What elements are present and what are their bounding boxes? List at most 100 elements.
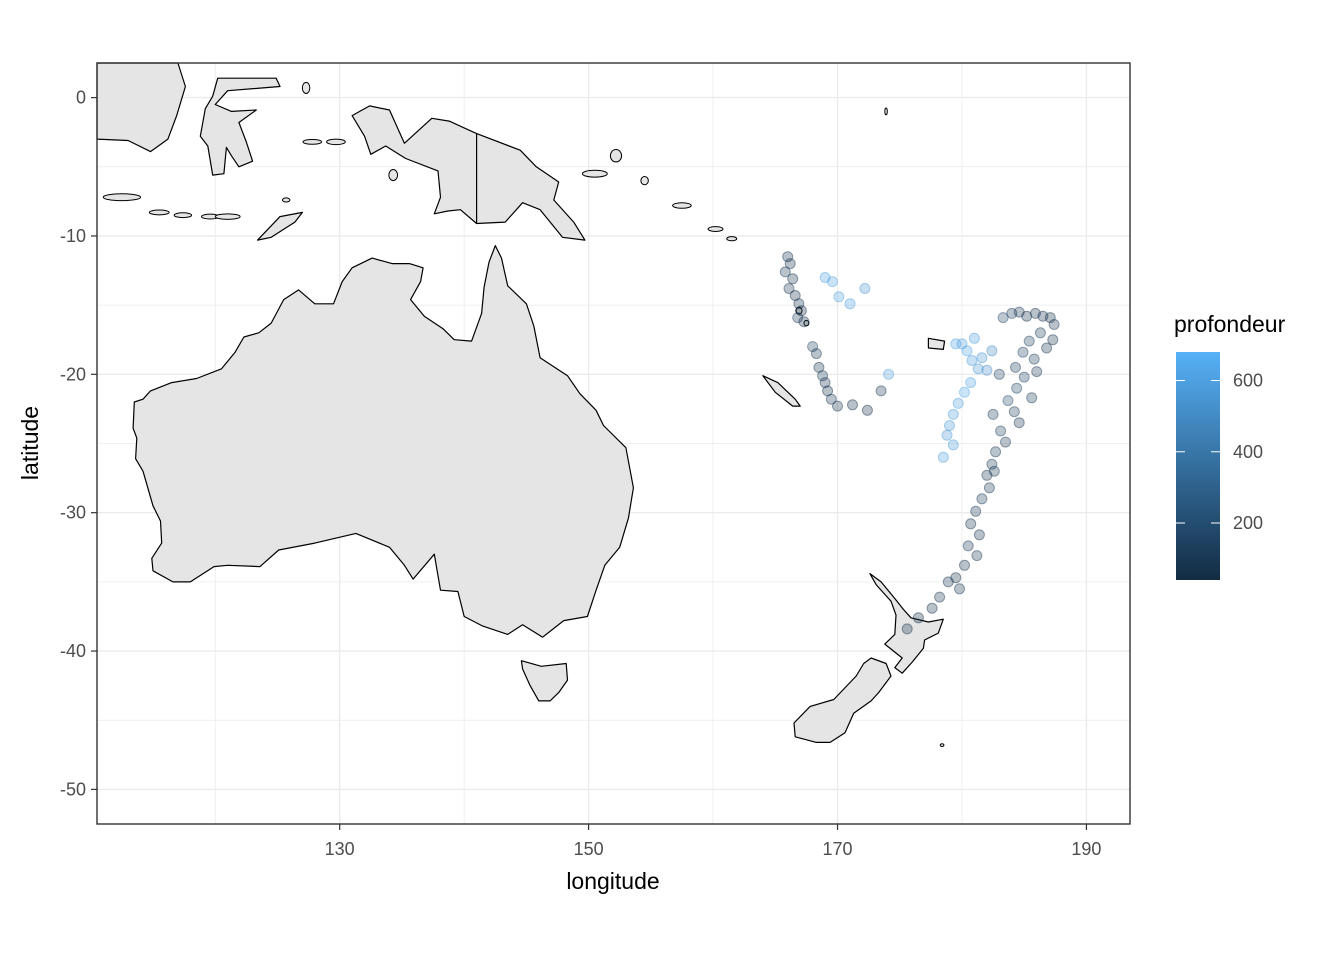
- data-point: [883, 368, 895, 380]
- data-point: [807, 341, 819, 353]
- data-point: [782, 251, 794, 263]
- data-point: [1017, 346, 1029, 358]
- data-point: [1013, 306, 1025, 318]
- data-point: [792, 312, 804, 324]
- data-point: [965, 518, 977, 530]
- earthquake-points: [779, 251, 1060, 635]
- new-zealand-north-island: [869, 572, 944, 674]
- data-point: [832, 400, 843, 412]
- y-tick-label: -20: [60, 364, 86, 384]
- island: [388, 169, 399, 182]
- island: [795, 306, 803, 315]
- island: [640, 175, 649, 186]
- data-point: [941, 429, 953, 441]
- data-point: [1029, 307, 1041, 319]
- data-point: [1037, 310, 1049, 322]
- data-point: [947, 408, 959, 420]
- data-point: [1006, 307, 1018, 319]
- data-point: [819, 377, 831, 389]
- data-point: [973, 529, 985, 541]
- data-point: [1044, 312, 1056, 324]
- data-point: [822, 385, 834, 397]
- data-point: [1028, 353, 1040, 365]
- data-point: [844, 298, 856, 310]
- data-point: [847, 399, 858, 411]
- x-tick-label: 190: [1071, 839, 1101, 859]
- data-point: [1018, 371, 1030, 383]
- island: [148, 209, 170, 216]
- data-point: [997, 312, 1009, 324]
- island: [302, 138, 323, 145]
- new-zealand-south-island: [793, 657, 892, 744]
- y-tick-label: -10: [60, 226, 86, 246]
- data-point: [784, 258, 796, 270]
- data-point: [952, 397, 964, 409]
- island: [214, 213, 241, 220]
- data-point: [1010, 361, 1021, 373]
- legend-colorbar: [1176, 352, 1220, 580]
- tasmania-landmass: [520, 660, 569, 702]
- data-point: [1008, 406, 1020, 418]
- y-tick-label: -30: [60, 503, 86, 523]
- legend: profondeur 200 400 600: [1174, 311, 1286, 580]
- island: [884, 107, 888, 116]
- legend-tick-label: 600: [1233, 371, 1263, 391]
- island: [326, 138, 346, 146]
- data-point: [976, 352, 988, 364]
- data-point: [1041, 342, 1053, 354]
- data-point: [859, 283, 871, 294]
- data-point: [1034, 327, 1046, 339]
- data-point: [950, 572, 962, 584]
- data-point: [961, 345, 973, 357]
- y-axis-title: latitude: [17, 406, 43, 480]
- data-point: [1047, 334, 1059, 346]
- data-point: [954, 583, 965, 595]
- legend-tick-label: 200: [1233, 513, 1263, 533]
- data-point: [1000, 436, 1011, 448]
- data-point: [861, 404, 873, 416]
- data-point: [959, 559, 970, 571]
- legend-tick-label: 400: [1233, 442, 1263, 462]
- data-point: [934, 591, 946, 603]
- data-point: [937, 451, 949, 463]
- data-point: [813, 361, 825, 373]
- data-point: [798, 316, 810, 328]
- data-point: [875, 385, 887, 397]
- island: [281, 197, 291, 203]
- island: [672, 202, 692, 209]
- island: [173, 212, 193, 219]
- data-point: [993, 368, 1005, 380]
- legend-ticks: 200 400 600: [1176, 371, 1263, 533]
- data-point: [1048, 319, 1060, 330]
- data-point: [1021, 310, 1033, 322]
- data-point: [819, 272, 831, 283]
- data-point: [947, 439, 959, 451]
- y-tick-label: -40: [60, 641, 86, 661]
- data-point: [966, 355, 978, 366]
- data-point: [959, 386, 970, 398]
- data-point: [944, 420, 955, 431]
- data-point: [1002, 395, 1014, 407]
- data-point: [825, 393, 837, 405]
- y-axis: 0 -10 -20 -30 -40 -50: [60, 88, 97, 799]
- australia-landmass: [132, 245, 635, 638]
- island: [102, 193, 142, 202]
- data-point: [912, 612, 924, 624]
- y-tick-label: -50: [60, 779, 86, 799]
- island: [726, 236, 738, 242]
- island: [803, 319, 810, 327]
- data-point: [817, 370, 829, 382]
- data-point: [981, 469, 993, 481]
- data-point: [981, 364, 993, 376]
- new-caledonia: [762, 375, 801, 407]
- x-tick-label: 130: [325, 839, 355, 859]
- fiji-island: [927, 337, 946, 350]
- legend-title: profondeur: [1174, 311, 1286, 337]
- island: [707, 226, 724, 232]
- data-point: [779, 266, 791, 278]
- data-point: [1023, 335, 1035, 347]
- data-point: [1013, 417, 1025, 429]
- data-point: [986, 345, 998, 357]
- x-axis-title: longitude: [566, 868, 659, 894]
- data-point: [795, 305, 807, 317]
